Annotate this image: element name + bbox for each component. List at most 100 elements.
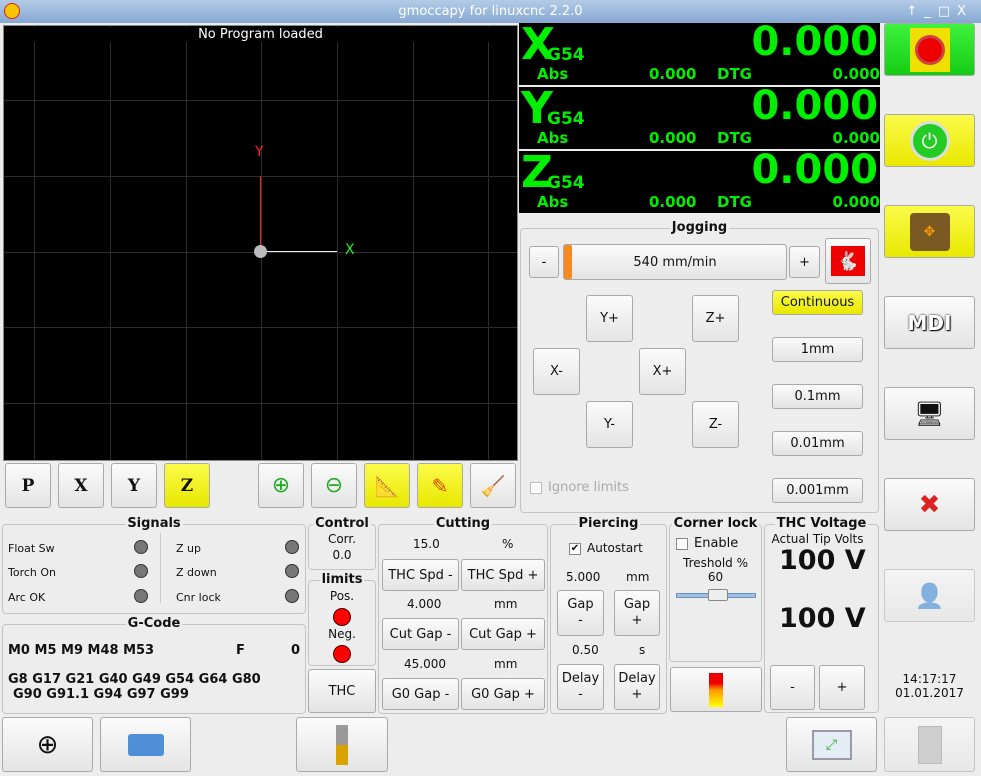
- auto-mode-button[interactable]: 🖥: [884, 387, 975, 440]
- turtle-rabbit-button[interactable]: 🐇: [825, 238, 871, 284]
- view-perspective-button[interactable]: P: [5, 463, 51, 508]
- pierce-delay-value: 0.50: [572, 643, 599, 657]
- minimize-button[interactable]: _: [924, 4, 938, 19]
- torch-flame-icon: [709, 672, 723, 707]
- jog-arrows-icon: ✥: [909, 212, 950, 251]
- jog-y-plus[interactable]: Y+: [586, 295, 633, 342]
- user-tabs-button[interactable]: 👤: [884, 569, 975, 622]
- cut-gap-unit: mm: [494, 597, 518, 611]
- jog-speed-plus[interactable]: +: [789, 246, 820, 278]
- jog-x-plus[interactable]: X+: [639, 348, 686, 395]
- control-frame: Control Corr. 0.0: [308, 516, 376, 570]
- led-arc-ok: [134, 589, 148, 603]
- maximize-button[interactable]: ↑: [906, 4, 925, 19]
- y-axis-label: Y: [255, 144, 264, 160]
- zoom-out-button[interactable]: ⊖: [311, 463, 357, 508]
- emergency-stop-icon: [909, 27, 950, 72]
- view-y-button[interactable]: Y: [111, 463, 157, 508]
- thc-speed-plus[interactable]: THC Spd +: [461, 559, 545, 591]
- dro-z[interactable]: Z G54 0.000 Abs 0.000 DTG 0.000: [519, 147, 880, 213]
- x-axis-label: X: [345, 242, 355, 258]
- view-z-button[interactable]: Z: [164, 463, 210, 508]
- pierce-delay-minus[interactable]: Delay -: [557, 664, 604, 710]
- corner-lock-enable-checkbox[interactable]: Enable: [676, 536, 738, 551]
- thc-speed-minus[interactable]: THC Spd -: [382, 559, 459, 591]
- pierce-delay-plus[interactable]: Delay +: [614, 664, 660, 710]
- cut-gap-value: 4.000: [407, 597, 442, 611]
- autostart-checkbox[interactable]: ✔ Autostart: [569, 541, 643, 555]
- jog-y-minus[interactable]: Y-: [586, 401, 633, 448]
- close-button[interactable]: X: [957, 4, 973, 19]
- increment-0.01mm[interactable]: 0.01mm: [772, 431, 863, 456]
- thc-speed-unit: %: [502, 537, 514, 551]
- increment-continuous[interactable]: Continuous: [772, 290, 863, 315]
- cut-gap-plus[interactable]: Cut Gap +: [461, 618, 545, 650]
- pierce-delay-unit: s: [639, 643, 646, 657]
- led-cnr-lock: [285, 589, 299, 603]
- view-x-button[interactable]: X: [58, 463, 104, 508]
- mdi-mode-button[interactable]: MDI: [884, 296, 975, 349]
- power-icon: ⏻: [909, 120, 950, 161]
- home-crosshair-icon: ⊕: [36, 729, 59, 760]
- user-icon: 👤: [914, 581, 945, 610]
- g0-gap-minus[interactable]: G0 Gap -: [382, 678, 459, 710]
- g0-gap-value: 45.000: [404, 657, 446, 671]
- feed-label: F: [236, 643, 245, 658]
- corner-lock-frame: Corner lock: [669, 516, 762, 662]
- increment-0.1mm[interactable]: 0.1mm: [772, 384, 863, 409]
- settings-button[interactable]: ✖: [884, 478, 975, 531]
- jog-z-plus[interactable]: Z+: [692, 295, 739, 342]
- increment-0.001mm[interactable]: 0.001mm: [772, 478, 863, 503]
- dimensions-button[interactable]: 📐: [364, 463, 410, 508]
- set-voltage: 100 V: [779, 603, 866, 634]
- clear-plot-button[interactable]: 🧹: [470, 463, 516, 508]
- led-torch-on: [134, 564, 148, 578]
- threshold-slider-handle[interactable]: [708, 589, 728, 601]
- touch-off-button[interactable]: [100, 717, 191, 772]
- jog-speed-minus[interactable]: -: [529, 246, 559, 278]
- tools-icon: ✖: [918, 489, 941, 520]
- led-z-down: [285, 564, 299, 578]
- restore-button[interactable]: □: [937, 4, 958, 19]
- cut-gap-minus[interactable]: Cut Gap -: [382, 618, 459, 650]
- gcode-preview[interactable]: No Program loaded Y X: [3, 25, 518, 461]
- signal-z-up: Z up: [176, 542, 201, 555]
- rabbit-icon: 🐇: [831, 246, 865, 276]
- led-z-up: [285, 540, 299, 554]
- ignore-limits-checkbox[interactable]: Ignore limits: [530, 480, 629, 495]
- voltage-plus[interactable]: +: [819, 665, 865, 710]
- jog-speed-slider[interactable]: 540 mm/min: [563, 244, 787, 280]
- estop-button[interactable]: [884, 23, 975, 76]
- zoom-in-button[interactable]: ⊕: [258, 463, 304, 508]
- manual-mode-button[interactable]: ✥: [884, 205, 975, 258]
- signal-float-sw: Float Sw: [8, 542, 55, 555]
- workpiece-icon: [127, 733, 164, 756]
- pierce-gap-plus[interactable]: Gap +: [614, 590, 660, 636]
- jog-x-minus[interactable]: X-: [533, 348, 580, 395]
- cutting-frame: Cutting: [378, 516, 548, 714]
- g0-gap-plus[interactable]: G0 Gap +: [461, 678, 545, 710]
- pierce-gap-minus[interactable]: Gap -: [557, 590, 604, 636]
- show-path-button[interactable]: ✎: [417, 463, 463, 508]
- exit-button[interactable]: [884, 717, 975, 772]
- home-all-button[interactable]: ⊕: [2, 717, 93, 772]
- dro-y[interactable]: Y G54 0.000 Abs 0.000 DTG 0.000: [519, 83, 880, 149]
- dro-x[interactable]: X G54 0.000 Abs 0.000 DTG 0.000: [519, 19, 880, 85]
- led-float-sw: [134, 540, 148, 554]
- window-title: gmoccapy for linuxcnc 2.2.0: [398, 4, 583, 19]
- threshold-label: Treshold % 60: [683, 556, 748, 584]
- fullscreen-button[interactable]: ⤢: [786, 717, 877, 772]
- signal-z-down: Z down: [176, 566, 217, 579]
- machine-on-button[interactable]: ⏻: [884, 114, 975, 167]
- actual-tip-volts-label: Actual Tip Volts: [771, 532, 864, 546]
- jog-speed-value: 540 mm/min: [633, 254, 717, 270]
- increment-1mm[interactable]: 1mm: [772, 337, 863, 362]
- tool-button[interactable]: [296, 717, 388, 772]
- app-icon: [4, 3, 20, 19]
- torch-button[interactable]: [670, 667, 762, 712]
- voltage-minus[interactable]: -: [770, 665, 815, 710]
- jog-z-minus[interactable]: Z-: [692, 401, 739, 448]
- tool-origin: [254, 245, 267, 258]
- thc-button[interactable]: THC: [308, 669, 376, 713]
- broom-icon: 🧹: [480, 473, 506, 498]
